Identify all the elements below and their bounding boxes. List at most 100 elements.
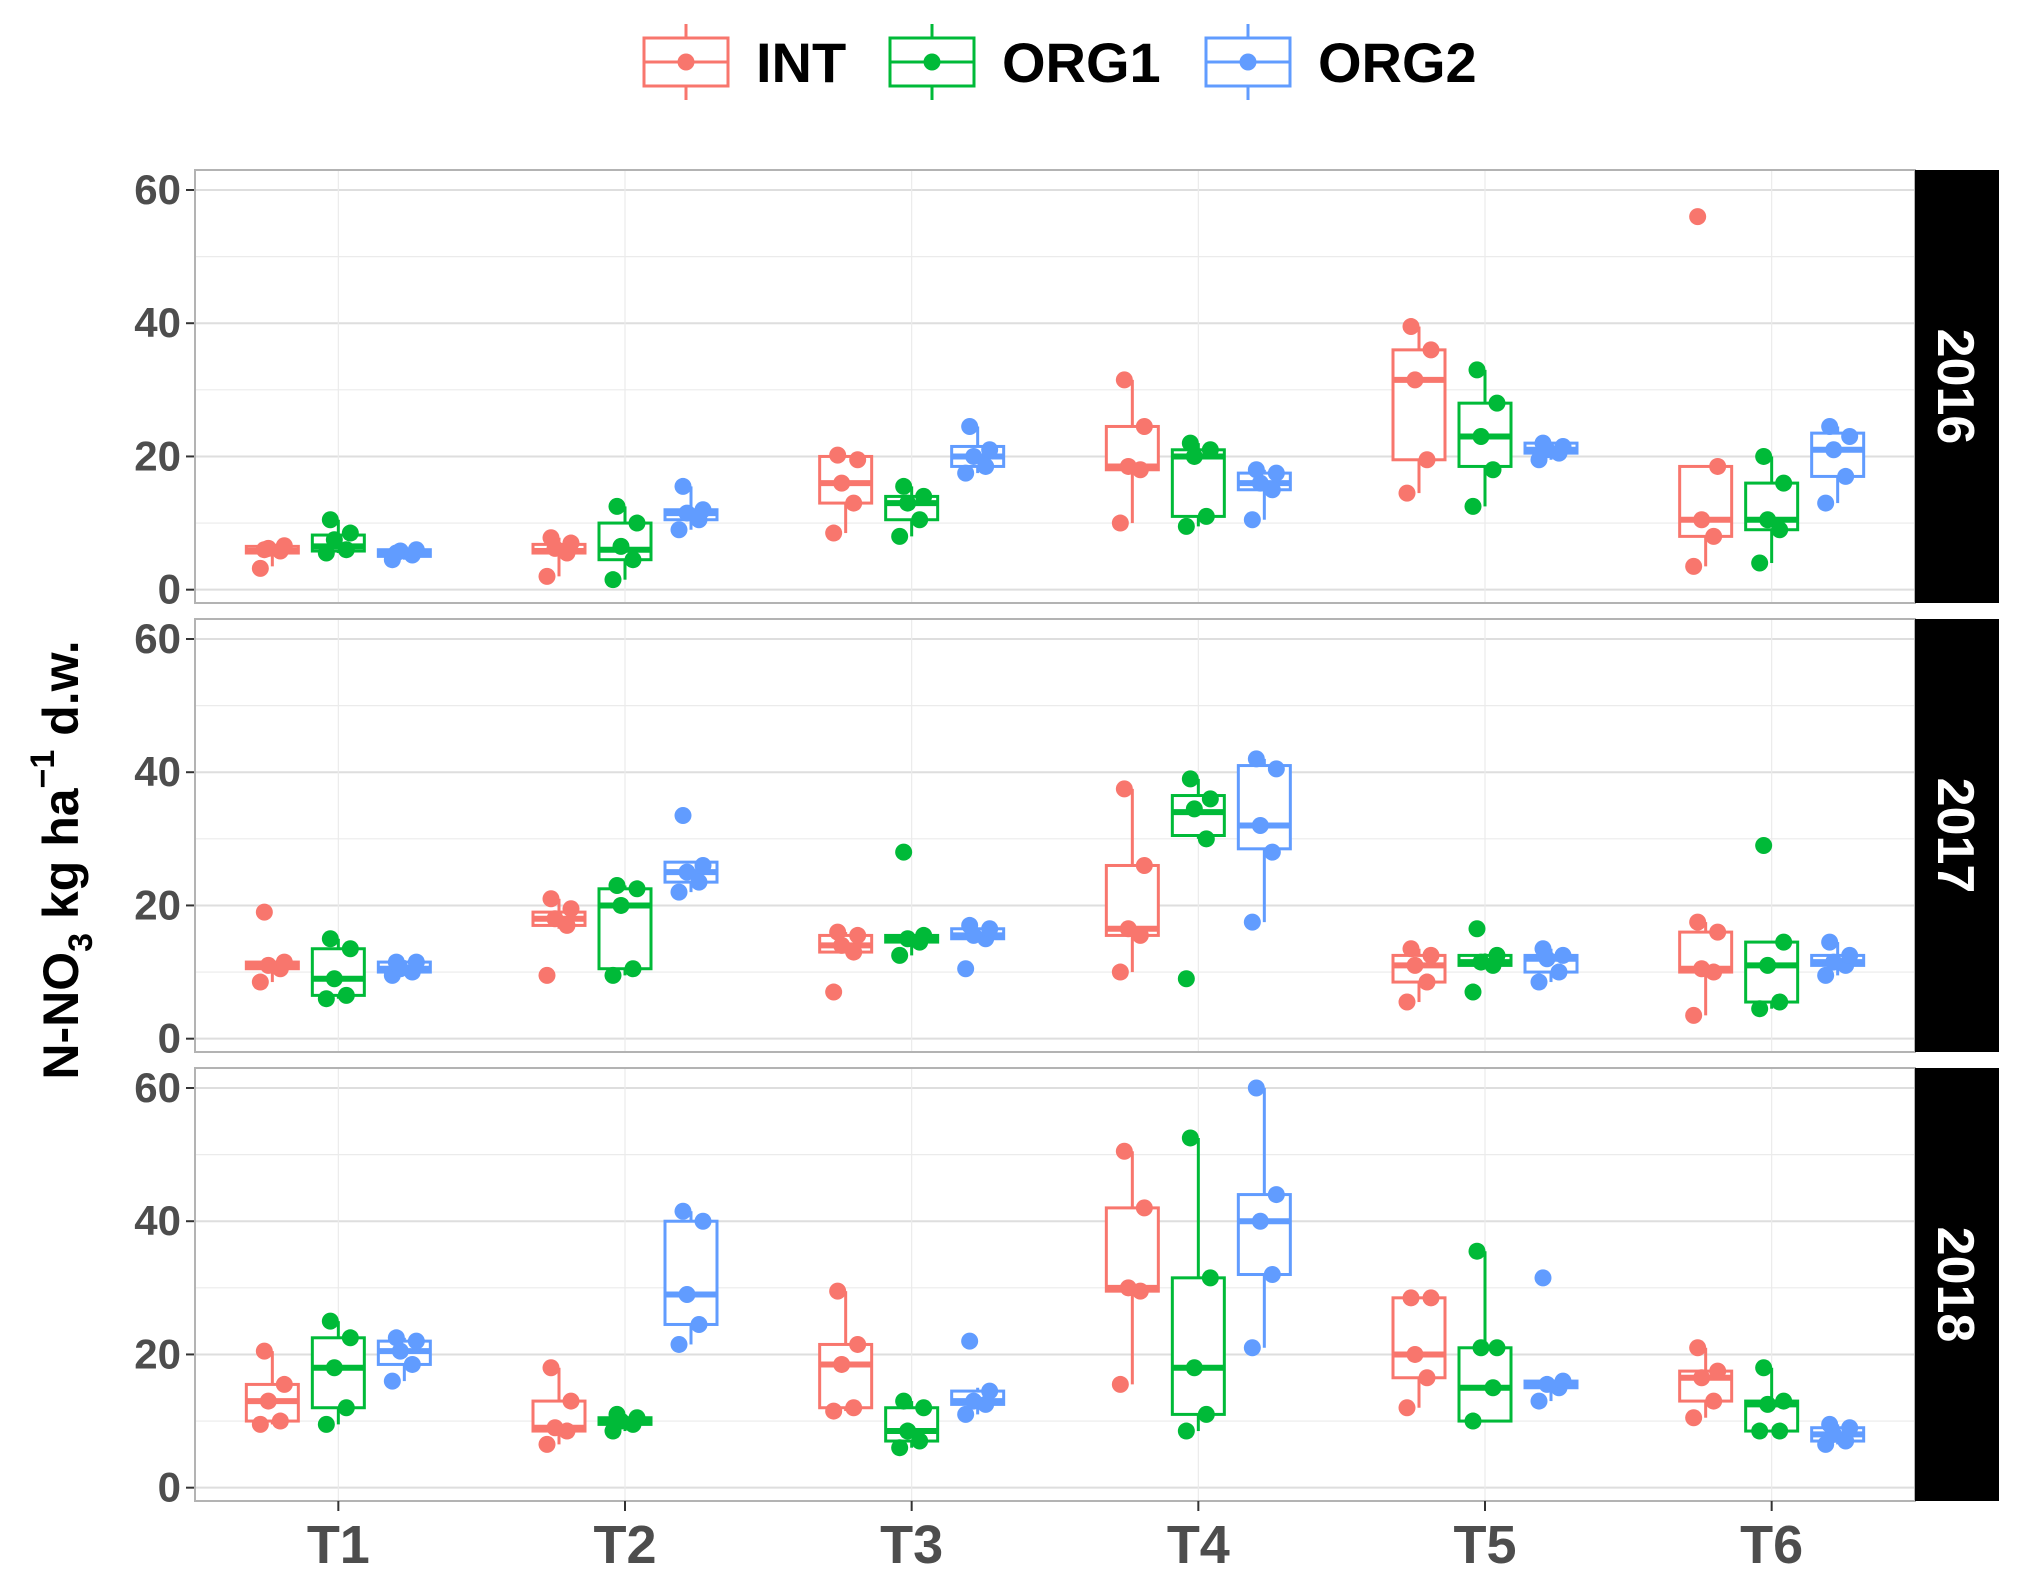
data-point (1705, 527, 1723, 545)
data-point (1771, 993, 1789, 1011)
data-point (1751, 1000, 1769, 1018)
y-tick-label: 0 (158, 1015, 181, 1062)
data-point (1468, 361, 1486, 379)
facet-strip (1915, 1068, 1999, 1501)
data-point (341, 524, 359, 542)
data-point (1759, 956, 1777, 974)
box-org2-t1 (376, 541, 432, 569)
y-title-superscript: −1 (24, 750, 62, 789)
data-point (1464, 497, 1482, 515)
box-body (1236, 1193, 1292, 1277)
y-title-subscript: 3 (62, 933, 100, 952)
box-org1-t5 (1457, 1242, 1513, 1430)
facet-panels: 0 20 40 60 2016 0 20 40 60 2017 0 20 40 60 2018 (134, 166, 1999, 1511)
data-point (1201, 790, 1219, 808)
data-point (1267, 464, 1285, 482)
data-point (899, 494, 917, 512)
data-point (317, 1415, 335, 1433)
data-point (1418, 451, 1436, 469)
data-point (1119, 920, 1137, 938)
data-point (829, 446, 847, 464)
data-point (1550, 963, 1568, 981)
data-point (628, 1409, 646, 1427)
y-title-unit: kg ha (33, 787, 89, 933)
data-point (1398, 993, 1416, 1011)
data-point (961, 916, 979, 934)
box-body (1236, 764, 1292, 851)
box-org1-t4 (1170, 434, 1226, 535)
data-point (1263, 1266, 1281, 1284)
data-point (1689, 208, 1707, 226)
data-point (271, 1412, 289, 1430)
y-axis-title: N-NO3 kg ha−1 d.w. (24, 640, 100, 1079)
data-point (1472, 427, 1490, 445)
data-point (1201, 1269, 1219, 1287)
data-point (957, 1405, 975, 1423)
data-point (1119, 1279, 1137, 1297)
data-point (833, 936, 851, 954)
data-point (1821, 1415, 1839, 1433)
box-org2-t3 (950, 916, 1006, 978)
data-point (1247, 461, 1265, 479)
facet-strip-label: 2016 (1926, 329, 1984, 445)
data-point (1689, 913, 1707, 931)
data-point (981, 441, 999, 459)
box-int-t5 (1391, 1289, 1447, 1417)
data-point (1135, 856, 1153, 874)
data-point (1705, 1392, 1723, 1410)
box-int-t4 (1104, 371, 1160, 532)
data-point (383, 1372, 401, 1390)
panel-background (195, 1068, 1915, 1501)
data-point (1685, 1409, 1703, 1427)
panel-background (195, 170, 1915, 603)
data-point (895, 477, 913, 495)
data-point (259, 1392, 277, 1410)
data-point (321, 930, 339, 948)
data-point (251, 559, 269, 577)
legend-key-point (677, 53, 695, 71)
legend-item-org2: ORG2 (1204, 24, 1477, 100)
data-point (899, 1422, 917, 1440)
data-point (1177, 517, 1195, 535)
box-org2-t5 (1523, 434, 1579, 469)
data-point (542, 890, 560, 908)
data-point (1771, 521, 1789, 539)
data-point (915, 487, 933, 505)
data-point (1201, 441, 1219, 459)
data-point (891, 527, 909, 545)
data-point (562, 534, 580, 552)
data-point (628, 880, 646, 898)
data-point (275, 1375, 293, 1393)
data-point (1841, 427, 1859, 445)
data-point (965, 447, 983, 465)
data-point (1247, 750, 1265, 768)
box-int-t5 (1391, 318, 1447, 502)
data-point (1243, 511, 1261, 529)
box-int-t4 (1104, 1142, 1160, 1393)
data-point (1689, 1339, 1707, 1357)
data-point (562, 900, 580, 918)
data-point (829, 1282, 847, 1300)
x-tick-label: T5 (1453, 1515, 1516, 1575)
data-point (1488, 394, 1506, 412)
box-org2-t2 (663, 1202, 719, 1353)
data-point (1406, 956, 1424, 974)
data-point (1115, 1142, 1133, 1160)
data-point (833, 474, 851, 492)
data-point (1771, 1422, 1789, 1440)
data-point (1685, 557, 1703, 575)
facet-strip (1915, 170, 1999, 603)
facet-strip (1915, 619, 1999, 1052)
data-point (337, 986, 355, 1004)
data-point (670, 883, 688, 901)
x-tick-label: T3 (880, 1515, 943, 1575)
box-org1-t6 (1744, 836, 1800, 1018)
y-tick-label: 60 (134, 615, 181, 662)
box-org1-t2 (597, 876, 653, 984)
box-org2-t1 (376, 953, 432, 984)
box-int-t6 (1678, 913, 1734, 1024)
data-point (255, 1342, 273, 1360)
data-point (1135, 1199, 1153, 1217)
data-point (255, 903, 273, 921)
data-point (1267, 760, 1285, 778)
